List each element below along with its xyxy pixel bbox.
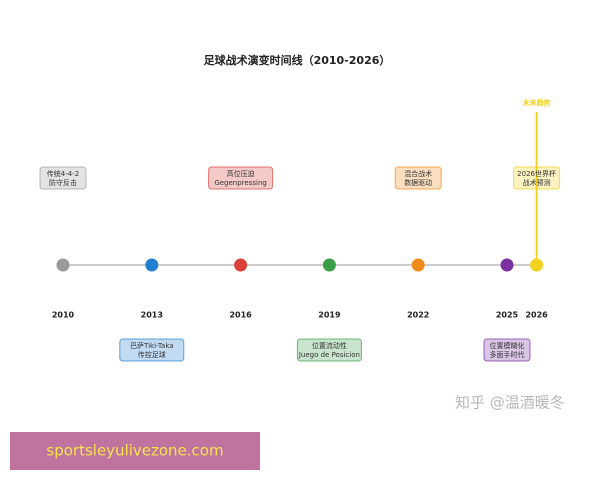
event-label: Gegenpressing [214,179,267,187]
year-label: 2019 [318,311,341,320]
event-label: 位置流动性 [312,341,347,350]
event-label: 混合战术 [404,169,432,178]
future-label: 未来趋势 [523,98,551,107]
event-dot [500,258,514,272]
event-label: 2026世界杯 [517,169,556,178]
event-box [513,166,561,190]
event-box [119,338,185,362]
event-label: 数据驱动 [404,178,432,187]
year-label: 2013 [141,311,163,320]
event-dot [322,258,336,272]
event-label: 传控足球 [138,350,166,359]
event-label: 防守反击 [49,178,77,187]
year-label: 2010 [52,311,75,320]
year-label: 2016 [229,311,252,320]
event-label: 战术预测 [523,178,551,187]
event-box [39,166,87,190]
event-dot [56,258,70,272]
event-dot [411,258,425,272]
event-dot [530,258,544,272]
year-label: 2026 [525,311,548,320]
event-label: Juego de Posicion [298,351,360,359]
event-dot [145,258,159,272]
event-box [208,166,274,190]
watermark: 知乎 @温酒暖冬 [455,394,565,412]
event-box [296,338,362,362]
event-label: 多面手时代 [490,350,525,359]
event-label: 巴萨Tiki-Taka [130,341,174,350]
event-box [394,166,442,190]
banner-bg [10,432,260,470]
event-box [483,338,531,362]
event-label: 位置模糊化 [490,341,525,350]
event-dot [234,258,248,272]
event-label: 高位压迫 [227,169,255,178]
banner-text: sportsleyulivezone.com [46,442,223,460]
title: 足球战术演变时间线（2010-2026） [204,53,391,67]
event-label: 传统4-4-2 [47,169,79,178]
year-label: 2022 [407,311,429,320]
year-label: 2025 [496,311,519,320]
